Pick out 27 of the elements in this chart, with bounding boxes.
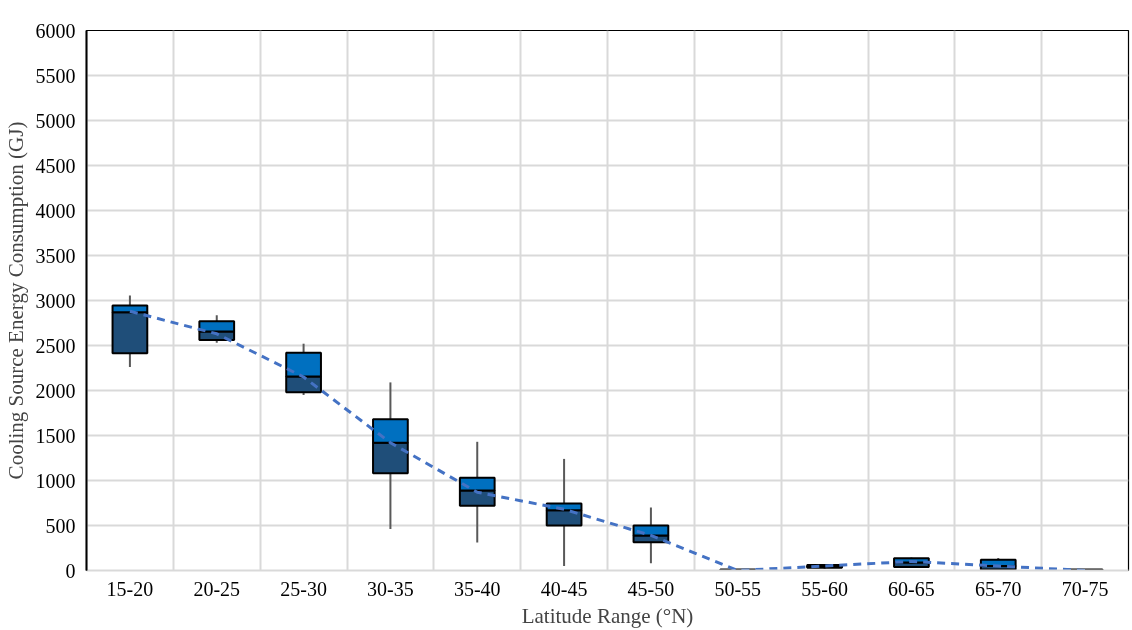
x-tick-label: 35-40 <box>453 577 501 600</box>
x-tick-label: 40-45 <box>540 577 588 600</box>
x-tick-label: 25-30 <box>280 577 327 600</box>
y-tick-label: 1500 <box>35 424 76 447</box>
y-axis-title: Cooling Source Energy Consumption (GJ) <box>3 121 28 480</box>
y-tick-label: 1000 <box>35 469 76 492</box>
x-tick-label: 70-75 <box>1061 577 1109 600</box>
y-tick-label: 5500 <box>35 64 76 87</box>
x-tick-label: 20-25 <box>193 577 241 600</box>
y-tick-label: 3500 <box>35 244 76 267</box>
y-tick-label: 6000 <box>35 19 76 42</box>
x-tick-label: 65-70 <box>974 577 1022 600</box>
x-tick-label: 30-35 <box>367 577 414 600</box>
y-tick-label: 4000 <box>35 199 76 222</box>
y-tick-label: 500 <box>45 514 76 537</box>
x-tick-label: 45-50 <box>627 577 675 600</box>
y-tick-label: 4500 <box>35 154 76 177</box>
y-tick-label: 2500 <box>35 334 76 357</box>
y-tick-label: 5000 <box>35 109 76 132</box>
x-tick-label: 50-55 <box>714 577 762 600</box>
x-tick-label: 55-60 <box>801 577 848 600</box>
x-axis-title: Latitude Range (°N) <box>521 603 694 628</box>
y-tick-label: 0 <box>65 559 76 582</box>
y-tick-label: 3000 <box>35 289 76 312</box>
x-tick-label: 60-65 <box>888 577 935 600</box>
x-tick-label: 15-20 <box>106 577 154 600</box>
y-tick-label: 2000 <box>35 379 76 402</box>
